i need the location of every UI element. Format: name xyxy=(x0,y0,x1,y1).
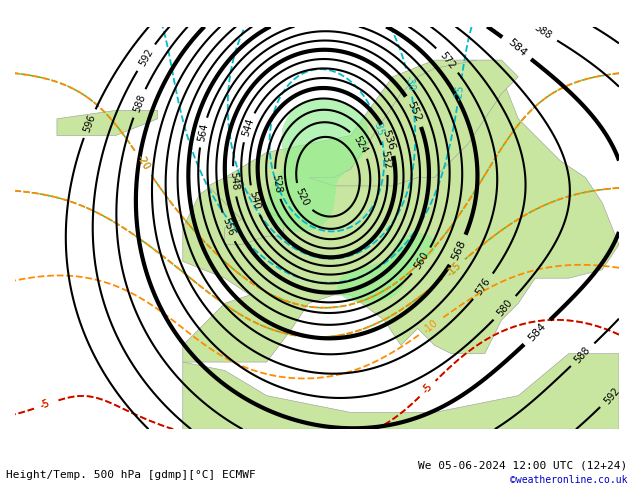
Text: 520: 520 xyxy=(294,187,311,208)
Text: 596: 596 xyxy=(82,113,97,134)
Text: 556: 556 xyxy=(220,217,236,238)
Text: We 05-06-2024 12:00 UTC (12+24): We 05-06-2024 12:00 UTC (12+24) xyxy=(418,461,628,470)
Text: 524: 524 xyxy=(352,134,369,155)
Text: 536: 536 xyxy=(380,128,397,151)
Text: 544: 544 xyxy=(240,117,256,138)
Text: -20: -20 xyxy=(134,153,151,172)
Text: 548: 548 xyxy=(228,172,240,191)
Text: 532: 532 xyxy=(379,150,392,170)
Text: 580: 580 xyxy=(495,297,515,318)
Text: 560: 560 xyxy=(413,250,431,271)
Text: -5: -5 xyxy=(39,398,52,411)
Polygon shape xyxy=(183,60,619,362)
Text: Height/Temp. 500 hPa [gdmp][°C] ECMWF: Height/Temp. 500 hPa [gdmp][°C] ECMWF xyxy=(6,470,256,480)
Text: -30: -30 xyxy=(403,74,416,92)
Text: 568: 568 xyxy=(450,239,467,262)
Text: -15: -15 xyxy=(444,260,463,278)
Text: -20: -20 xyxy=(134,153,151,172)
Text: 592: 592 xyxy=(137,47,155,68)
Text: 540: 540 xyxy=(247,190,261,211)
Text: -5: -5 xyxy=(420,382,434,396)
Text: -5: -5 xyxy=(39,398,52,411)
Text: 552: 552 xyxy=(406,99,424,123)
Polygon shape xyxy=(208,177,283,245)
Text: 588: 588 xyxy=(131,93,147,114)
Polygon shape xyxy=(57,110,158,136)
Text: 592: 592 xyxy=(602,385,621,406)
Text: 572: 572 xyxy=(438,49,457,71)
Text: 564: 564 xyxy=(196,122,210,143)
Text: 584: 584 xyxy=(526,321,548,343)
Text: -5: -5 xyxy=(420,382,434,396)
Text: 528: 528 xyxy=(270,174,283,194)
Text: 588: 588 xyxy=(533,23,553,41)
Text: ©weatheronline.co.uk: ©weatheronline.co.uk xyxy=(510,475,628,485)
Text: -15: -15 xyxy=(444,260,463,278)
Text: 576: 576 xyxy=(474,276,493,297)
Text: 588: 588 xyxy=(573,344,593,365)
Text: -35: -35 xyxy=(372,119,385,137)
Polygon shape xyxy=(309,60,519,186)
Text: -25: -25 xyxy=(453,84,465,101)
Polygon shape xyxy=(183,354,619,429)
Text: 584: 584 xyxy=(505,37,528,59)
Text: -10: -10 xyxy=(422,318,441,335)
